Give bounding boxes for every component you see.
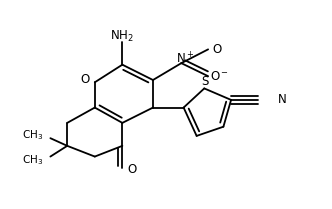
Text: O: O bbox=[213, 43, 222, 56]
Text: O$^-$: O$^-$ bbox=[210, 70, 229, 83]
Text: CH$_3$: CH$_3$ bbox=[22, 153, 43, 167]
Text: O: O bbox=[80, 74, 89, 87]
Text: N$^+$: N$^+$ bbox=[176, 52, 195, 67]
Text: S: S bbox=[202, 75, 209, 88]
Text: N: N bbox=[278, 93, 287, 106]
Text: CH$_3$: CH$_3$ bbox=[22, 128, 43, 142]
Text: NH$_2$: NH$_2$ bbox=[111, 29, 134, 44]
Text: O: O bbox=[127, 163, 136, 176]
